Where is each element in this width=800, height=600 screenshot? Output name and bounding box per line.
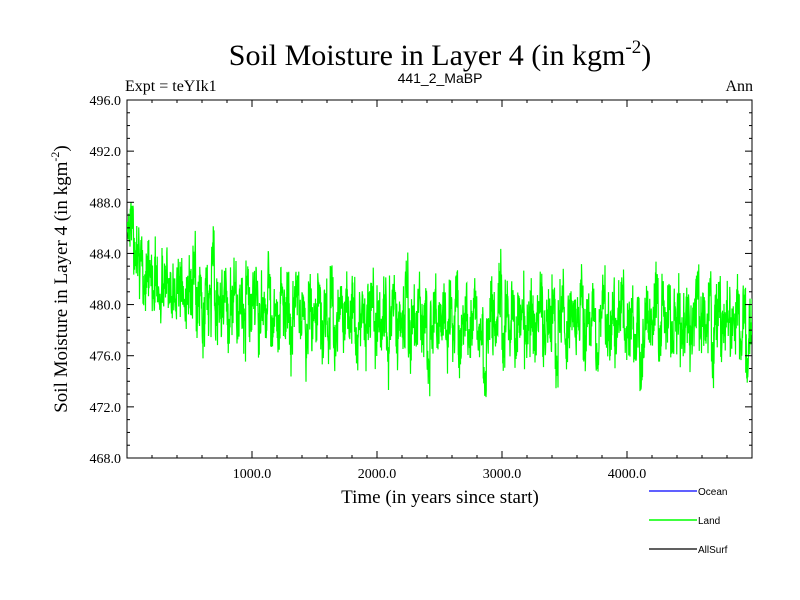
legend: Ocean Land AllSurf	[649, 487, 728, 556]
x-axis-label: Time (in years since start)	[341, 487, 539, 508]
y-tick-label: 468.0	[90, 452, 122, 467]
x-tick-label: 2000.0	[358, 467, 397, 482]
legend-label-allsurf: AllSurf	[698, 545, 728, 556]
y-axis: 468.0 472.0 476.0 480.0 484.0 488.0 492.0 496.0	[90, 94, 752, 467]
y-tick-label: 488.0	[90, 196, 122, 211]
chart-title: Soil Moisture in Layer 4 (in kgm-2)	[229, 37, 651, 72]
y-tick-label: 480.0	[90, 299, 122, 314]
x-tick-label: 3000.0	[483, 467, 522, 482]
x-axis: 1000.0 2000.0 3000.0 4000.0	[151, 100, 728, 482]
x-tick-label: 4000.0	[608, 467, 647, 482]
subtitle-center: 441_2_MaBP	[398, 70, 483, 86]
legend-label-ocean: Ocean	[698, 487, 727, 498]
subtitle-right: Ann	[725, 78, 753, 95]
y-tick-label: 476.0	[90, 350, 122, 365]
series-layer	[127, 202, 752, 398]
y-tick-label: 496.0	[90, 94, 122, 109]
y-tick-label: 472.0	[90, 401, 122, 416]
y-tick-label: 484.0	[90, 247, 122, 262]
legend-label-land: Land	[698, 516, 720, 527]
subtitle-left: Expt = teYIk1	[125, 78, 217, 95]
x-tick-label: 1000.0	[233, 467, 272, 482]
y-axis-label: Soil Moisture in Layer 4 (in kgm-2)	[48, 145, 72, 413]
series-line-land	[127, 202, 752, 398]
y-tick-label: 492.0	[90, 145, 122, 160]
